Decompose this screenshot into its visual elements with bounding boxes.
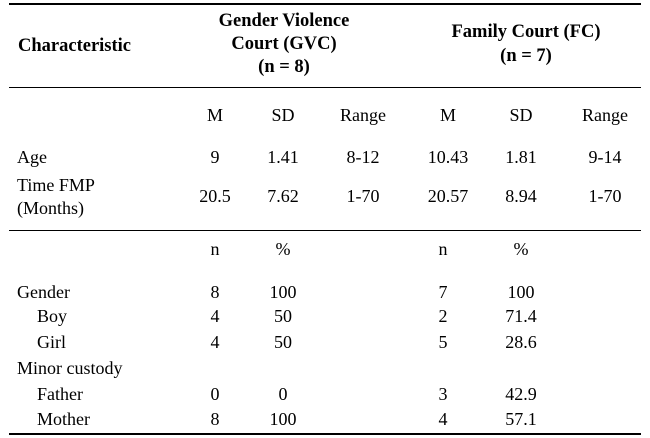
section-rule [9, 230, 641, 231]
cell-age-fc-sd: 1.81 [505, 147, 537, 167]
cell-age-gvc-sd: 1.41 [267, 147, 299, 167]
row-label-time-fmp: Time FMP [17, 175, 95, 195]
cell-time-gvc-range: 1-70 [346, 186, 380, 206]
col-head-gvc-sd: SD [271, 105, 295, 125]
row-label-father: Father [37, 384, 83, 404]
cell-boy-fc-n: 2 [438, 306, 448, 326]
row-label-minor-custody: Minor custody [17, 358, 123, 378]
header-gvc-line-2: Court (GVC) [231, 34, 337, 54]
cell-boy-fc-pct: 71.4 [505, 306, 537, 326]
top-rule [9, 3, 641, 5]
header-rule [9, 87, 641, 88]
cell-gender-gvc-n: 8 [210, 282, 220, 302]
cell-age-fc-range: 9-14 [588, 147, 622, 167]
row-label-age: Age [17, 147, 47, 167]
row-label-boy: Boy [37, 306, 68, 326]
cell-age-gvc-range: 8-12 [346, 147, 380, 167]
cell-time-fc-sd: 8.94 [505, 186, 537, 206]
cell-boy-gvc-n: 4 [210, 306, 220, 326]
col-head-fc-m: M [439, 105, 456, 125]
cell-girl-gvc-pct: 50 [274, 332, 292, 352]
cell-girl-gvc-n: 4 [210, 332, 220, 352]
cell-time-fc-range: 1-70 [588, 186, 622, 206]
cell-mother-fc-n: 4 [438, 409, 448, 429]
cell-time-gvc-m: 20.5 [199, 186, 231, 206]
col-head-fc-range: Range [582, 105, 628, 125]
bottom-rule [9, 433, 641, 435]
cell-boy-gvc-pct: 50 [274, 306, 292, 326]
header-fc-line-1: Family Court (FC) [451, 22, 601, 42]
cell-time-fc-m: 20.57 [427, 186, 469, 206]
cell-father-fc-n: 3 [438, 384, 448, 404]
cell-father-fc-pct: 42.9 [505, 384, 537, 404]
cell-age-gvc-m: 9 [210, 147, 220, 167]
col-head-gvc-n: n [210, 239, 220, 259]
cell-gender-fc-n: 7 [438, 282, 448, 302]
cell-mother-gvc-pct: 100 [269, 409, 297, 429]
col-head-fc-pct: % [513, 239, 529, 259]
cell-father-gvc-pct: 0 [278, 384, 288, 404]
header-gvc-line-1: Gender Violence [218, 11, 350, 31]
header-gvc-line-3: (n = 8) [258, 57, 310, 77]
cell-girl-fc-pct: 28.6 [505, 332, 537, 352]
cell-gender-fc-pct: 100 [507, 282, 535, 302]
col-head-gvc-pct: % [275, 239, 291, 259]
cell-time-gvc-sd: 7.62 [267, 186, 299, 206]
cell-girl-fc-n: 5 [438, 332, 448, 352]
row-label-girl: Girl [37, 332, 66, 352]
cell-mother-fc-pct: 57.1 [505, 409, 537, 429]
col-head-fc-sd: SD [509, 105, 533, 125]
row-label-gender: Gender [17, 282, 70, 302]
col-head-fc-n: n [438, 239, 448, 259]
cell-mother-gvc-n: 8 [210, 409, 220, 429]
cell-father-gvc-n: 0 [210, 384, 220, 404]
header-fc-line-2: (n = 7) [500, 46, 552, 66]
header-characteristic: Characteristic [18, 36, 132, 56]
cell-gender-gvc-pct: 100 [269, 282, 297, 302]
col-head-gvc-range: Range [340, 105, 386, 125]
col-head-gvc-m: M [206, 105, 223, 125]
row-label-mother: Mother [37, 409, 90, 429]
cell-age-fc-m: 10.43 [427, 147, 469, 167]
row-label-time-fmp-unit: (Months) [17, 198, 84, 218]
